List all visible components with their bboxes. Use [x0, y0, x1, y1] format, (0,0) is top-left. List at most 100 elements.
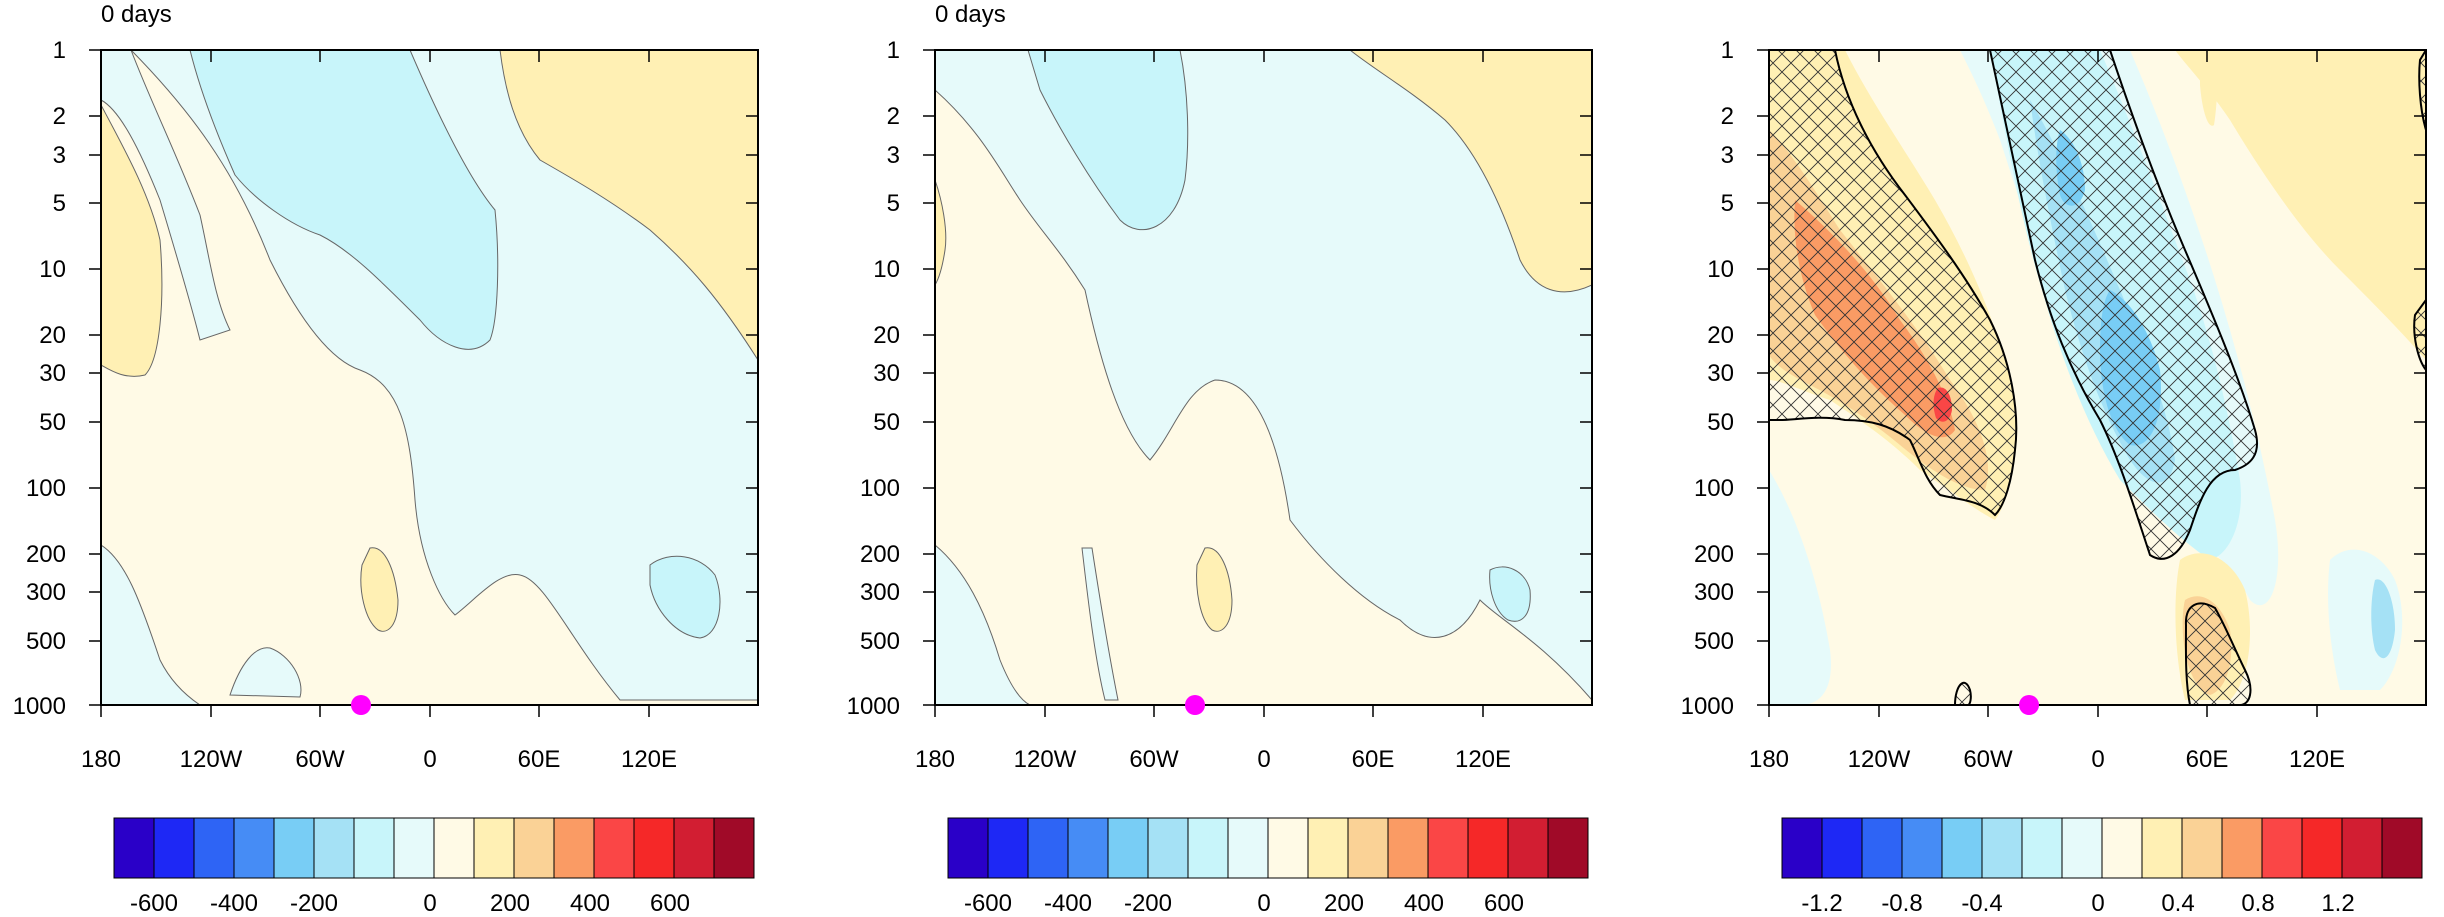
x-tick-label: 180: [915, 746, 955, 773]
panel-1-title: 0 days: [101, 1, 172, 28]
colorbar-label: 400: [1404, 890, 1444, 917]
x-tick-label: 120E: [621, 746, 677, 773]
y-tick-label: 10: [39, 256, 66, 283]
panel-2-plot-area: [935, 50, 1592, 705]
x-tick-label: 180: [81, 746, 121, 773]
colorbar-box: [1941, 817, 1983, 879]
y-tick-label: 2: [887, 103, 900, 130]
y-tick-label: 50: [873, 409, 900, 436]
colorbar-box: [1507, 817, 1549, 879]
colorbar-box: [2181, 817, 2223, 879]
colorbar-box: [1027, 817, 1069, 879]
y-tick-label: 1: [53, 37, 66, 64]
y-tick-label: 30: [873, 360, 900, 387]
panel-2-strong-negative: [1489, 566, 1531, 622]
y-tick-label: 100: [26, 475, 66, 502]
colorbar-label: -600: [964, 890, 1012, 917]
panel-1-negative-region: [101, 50, 231, 341]
panel-2-x-ticks: [934, 50, 1484, 717]
colorbar-box: [1107, 817, 1149, 879]
colorbar-box: [513, 817, 555, 879]
y-tick-label: 10: [873, 256, 900, 283]
y-tick-label: 20: [39, 322, 66, 349]
colorbar-label: 0: [1257, 890, 1270, 917]
colorbar-box: [353, 817, 395, 879]
colorbar-box: [2301, 817, 2343, 879]
panel-3-negative-region: [1769, 470, 1831, 705]
colorbar-box: [1387, 817, 1429, 879]
panel-2-positive-region: [1196, 547, 1233, 632]
colorbar-label: -0.4: [1961, 890, 2002, 917]
panel-3-positive-region: [2175, 50, 2426, 360]
colorbar-box: [673, 817, 715, 879]
panel-2-negative-region: [935, 50, 1592, 701]
colorbar-box: [433, 817, 475, 879]
colorbar-box: [1307, 817, 1349, 879]
panel-1-x-ticks: [100, 50, 650, 717]
panel-1-negative-region: [229, 647, 302, 698]
y-tick-label: 2: [53, 103, 66, 130]
colorbar-label: 0: [423, 890, 436, 917]
colorbar-box: [1781, 817, 1823, 879]
y-tick-label: 200: [860, 541, 900, 568]
panel-3-x-axis: 180 120W 60W 0 60E 120E: [1749, 746, 2345, 773]
panel-2-y-axis: 1 2 3 5 10 20 30 50 100 200 300 500 1000: [847, 37, 900, 720]
x-tick-label: 120W: [1848, 746, 1911, 773]
panel-1-colorbar-boxes: [113, 817, 755, 879]
colorbar-box: [2061, 817, 2103, 879]
y-tick-label: 500: [860, 628, 900, 655]
panel-1-x-axis: 180 120W 60W 0 60E 120E: [81, 746, 677, 773]
y-tick-label: 500: [26, 628, 66, 655]
y-tick-label: 50: [1707, 409, 1734, 436]
colorbar-box: [313, 817, 355, 879]
colorbar-box: [113, 817, 155, 879]
colorbar-box: [1267, 817, 1309, 879]
y-tick-label: 500: [1694, 628, 1734, 655]
x-tick-label: 0: [423, 746, 436, 773]
y-tick-label: 30: [39, 360, 66, 387]
x-tick-label: 120W: [180, 746, 243, 773]
x-tick-label: 120E: [1455, 746, 1511, 773]
y-tick-label: 2: [1721, 103, 1734, 130]
panel-1-marker: [351, 695, 371, 715]
colorbar-box: [553, 817, 595, 879]
colorbar-box: [2141, 817, 2183, 879]
colorbar-label: -1.2: [1801, 890, 1842, 917]
y-tick-label: 1: [1721, 37, 1734, 64]
panel-2-negative-region: [1081, 547, 1119, 701]
colorbar-box: [393, 817, 435, 879]
y-tick-label: 1: [887, 37, 900, 64]
colorbar-box: [2101, 817, 2143, 879]
colorbar-box: [2261, 817, 2303, 879]
panel-1-positive-region: [499, 50, 758, 361]
x-tick-label: 60E: [2186, 746, 2229, 773]
panel-2: 0 days 1 2 3 5 10 20 30 50 100 200 300 5: [847, 1, 1593, 917]
colorbar-label: 600: [1484, 890, 1524, 917]
y-tick-label: 20: [873, 322, 900, 349]
panel-2-colorbar-boxes: [947, 817, 1589, 879]
colorbar-label: 1.2: [2321, 890, 2354, 917]
panel-3-plot-area: [1769, 50, 2426, 705]
y-tick-label: 30: [1707, 360, 1734, 387]
y-tick-label: 50: [39, 409, 66, 436]
y-tick-label: 3: [53, 142, 66, 169]
colorbar-label: -400: [1044, 890, 1092, 917]
panel-3-positive-region: [2200, 50, 2218, 126]
colorbar-label: -600: [130, 890, 178, 917]
panel-2-positive-region: [935, 179, 947, 286]
colorbar-box: [1861, 817, 1903, 879]
y-tick-label: 5: [887, 190, 900, 217]
x-tick-label: 0: [1257, 746, 1270, 773]
colorbar-box: [593, 817, 635, 879]
y-tick-label: 1000: [1681, 693, 1734, 720]
panel-1-positive-region: [101, 104, 163, 377]
panel-2-title: 0 days: [935, 1, 1006, 28]
colorbar-label: 200: [490, 890, 530, 917]
panel-2-marker: [1185, 695, 1205, 715]
panel-3: 1 2 3 5 10 20 30 50 100 200 300 500 1000: [1681, 37, 2427, 917]
panel-1-strong-negative: [189, 50, 499, 350]
colorbar-box: [233, 817, 275, 879]
panel-1-strong-negative: [649, 555, 721, 639]
x-tick-label: 120W: [1014, 746, 1077, 773]
colorbar-box: [1981, 817, 2023, 879]
